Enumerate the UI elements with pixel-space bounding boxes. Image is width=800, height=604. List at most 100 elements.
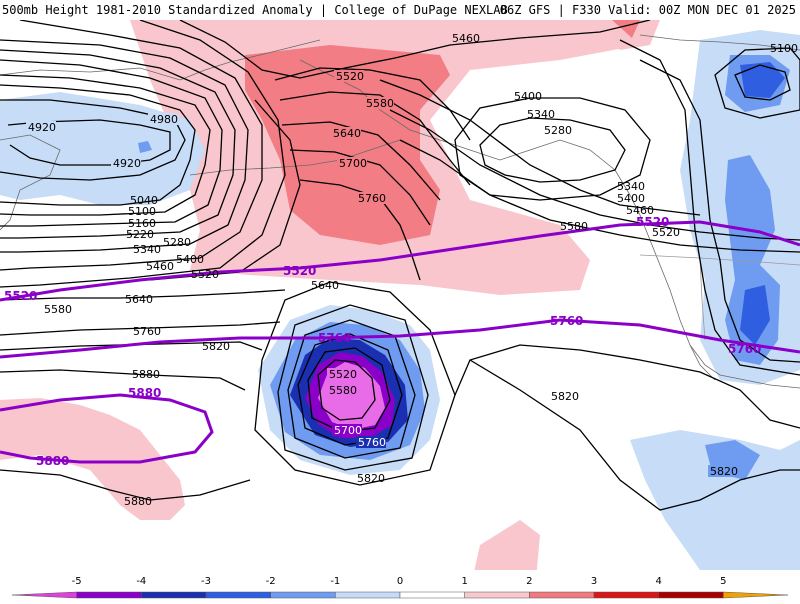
label-5460: 5460 bbox=[146, 260, 174, 273]
contour-low-east bbox=[734, 64, 791, 101]
label-5400: 5400 bbox=[514, 90, 542, 103]
coastline-alaska bbox=[299, 59, 631, 196]
ref-label-5880: 5880 bbox=[36, 454, 69, 468]
contour-5880-south bbox=[0, 469, 251, 501]
label-5880: 5880 bbox=[124, 495, 152, 508]
contour-5460-b bbox=[149, 99, 301, 281]
colorbar-tick-label: 3 bbox=[591, 576, 597, 587]
colorbar-tick-label: 4 bbox=[655, 576, 661, 587]
contour-5820-se bbox=[469, 359, 800, 511]
contour-5580 bbox=[279, 91, 471, 186]
contour-5040 bbox=[0, 84, 196, 206]
label-5640: 5640 bbox=[125, 293, 153, 306]
label-5520: 5520 bbox=[191, 268, 219, 281]
contour-5160 bbox=[0, 59, 223, 227]
reference-lines bbox=[0, 220, 800, 464]
label-5340: 5340 bbox=[617, 180, 645, 193]
label-5580: 5580 bbox=[44, 303, 72, 316]
coastline-northeast bbox=[639, 34, 800, 51]
contour-ridge-east bbox=[379, 79, 701, 216]
colorbar-segment bbox=[335, 591, 401, 599]
label-5040: 5040 bbox=[130, 194, 158, 207]
colorbar-segment bbox=[399, 591, 465, 599]
contour-5700 bbox=[289, 149, 431, 226]
coastline-siberia bbox=[0, 39, 321, 81]
contour-5820-east bbox=[454, 344, 800, 429]
contour-5280 bbox=[0, 39, 249, 253]
colorbar-segment bbox=[723, 591, 789, 599]
ref-label-5760: 5760 bbox=[318, 331, 351, 345]
colorbar-segment bbox=[464, 591, 530, 599]
negative-anomaly-southeast bbox=[630, 430, 800, 570]
contour-5640-long bbox=[0, 289, 286, 301]
label-5580: 5580 bbox=[560, 220, 588, 233]
label-5400: 5400 bbox=[617, 192, 645, 205]
colorbar-tick-label: 0 bbox=[397, 576, 403, 587]
label-5820: 5820 bbox=[202, 340, 230, 353]
us-borders bbox=[639, 254, 800, 341]
colorbar-segment bbox=[141, 591, 207, 599]
coastlines bbox=[0, 34, 800, 389]
contour-cutoff-5700 bbox=[287, 319, 416, 459]
reference-labels: 5520 5520 5520 5760 5760 5760 5880 5880 bbox=[4, 215, 761, 468]
contour-cutoff-5760 bbox=[277, 304, 429, 471]
label-5100: 5100 bbox=[128, 205, 156, 218]
colorbar-tick-label: -1 bbox=[330, 576, 340, 587]
colorbar-tick-label: -3 bbox=[201, 576, 211, 587]
contour-4920-ring bbox=[7, 119, 171, 166]
negative-anomaly-east-core bbox=[740, 62, 785, 345]
reference-line-5880 bbox=[0, 393, 214, 464]
label-4980: 4980 bbox=[150, 113, 178, 126]
label-4920: 4920 bbox=[28, 121, 56, 134]
label-5580: 5580 bbox=[329, 384, 357, 397]
contour-5220 bbox=[0, 49, 236, 239]
colorbar-segments bbox=[11, 591, 789, 599]
weather-map: 4920 4920 4980 5040 5100 5160 5220 5280 … bbox=[0, 20, 800, 590]
anomaly-colorbar: -5 -4 -3 -2 -1 0 1 2 3 4 5 bbox=[0, 570, 800, 600]
colorbar-segment bbox=[205, 591, 271, 599]
contour-trough-east-1 bbox=[639, 59, 800, 363]
label-5160: 5160 bbox=[128, 217, 156, 230]
contour-5340 bbox=[0, 20, 263, 271]
colorbar-tick-label: -2 bbox=[266, 576, 276, 587]
label-5760: 5760 bbox=[358, 436, 386, 449]
label-5100: 5100 bbox=[770, 42, 798, 55]
label-5280: 5280 bbox=[163, 236, 191, 249]
colorbar-tick-labels: -5 -4 -3 -2 -1 0 1 2 3 4 5 bbox=[72, 576, 727, 587]
reference-line-5520 bbox=[0, 220, 800, 302]
colorbar-tick-label: -5 bbox=[72, 576, 82, 587]
map-title: 500mb Height 1981-2010 Standardized Anom… bbox=[2, 3, 508, 17]
contour-5880 bbox=[0, 369, 246, 391]
contour-5820-long bbox=[0, 341, 263, 351]
colorbar-segment bbox=[529, 591, 595, 599]
colorbar-segment bbox=[270, 591, 336, 599]
contour-5400 bbox=[0, 20, 286, 288]
label-5520: 5520 bbox=[329, 368, 357, 381]
label-5820: 5820 bbox=[551, 390, 579, 403]
title-bar: 500mb Height 1981-2010 Standardized Anom… bbox=[0, 0, 800, 20]
colorbar-segment bbox=[11, 591, 77, 599]
contour-labels: 4920 4920 4980 5040 5100 5160 5220 5280 … bbox=[26, 32, 798, 508]
label-5820: 5820 bbox=[357, 472, 385, 485]
contour-4980-ring bbox=[0, 99, 186, 181]
label-5820: 5820 bbox=[710, 465, 738, 478]
contour-ridge-east-c bbox=[399, 139, 800, 253]
label-5340: 5340 bbox=[527, 108, 555, 121]
colorbar-tick-label: 2 bbox=[526, 576, 532, 587]
label-5700: 5700 bbox=[334, 424, 362, 437]
model-run-info: 06Z GFS | F330 Valid: 00Z MON DEC 01 202… bbox=[499, 3, 796, 17]
label-5640: 5640 bbox=[333, 127, 361, 140]
label-5400: 5400 bbox=[176, 253, 204, 266]
ref-label-5760: 5760 bbox=[550, 314, 583, 328]
label-5520: 5520 bbox=[652, 226, 680, 239]
label-5760: 5760 bbox=[133, 325, 161, 338]
contour-5640 bbox=[281, 121, 441, 201]
label-5880: 5880 bbox=[132, 368, 160, 381]
contour-cutoff-5520 bbox=[317, 359, 376, 421]
ref-label-5760: 5760 bbox=[728, 342, 761, 356]
label-5640: 5640 bbox=[311, 279, 339, 292]
ref-label-5520: 5520 bbox=[283, 264, 316, 278]
positive-anomaly-sw bbox=[0, 398, 185, 520]
reference-line-5760 bbox=[0, 318, 800, 359]
colorbar-segment bbox=[658, 591, 724, 599]
